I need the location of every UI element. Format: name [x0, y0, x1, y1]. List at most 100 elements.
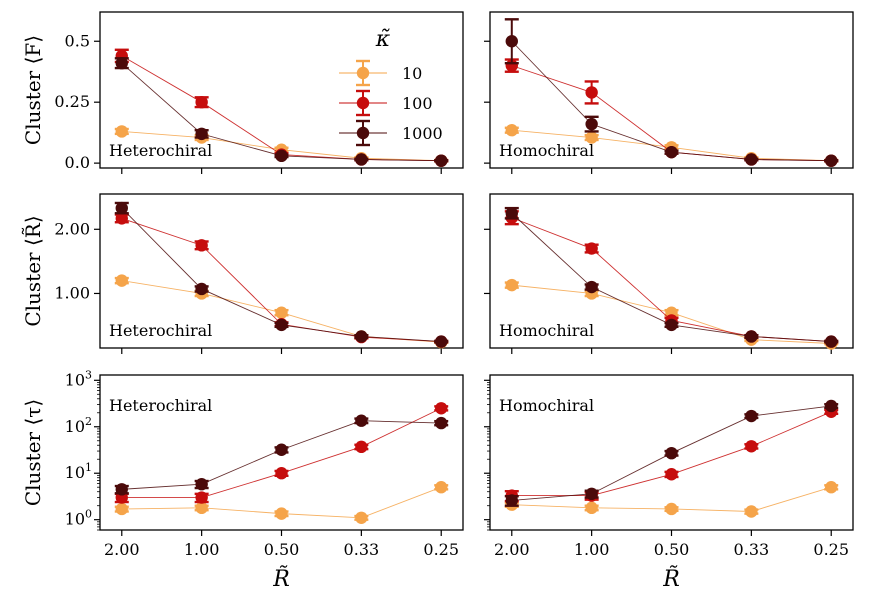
data-point	[275, 467, 288, 480]
series-100	[114, 402, 449, 504]
series-1000	[504, 206, 839, 348]
data-point	[355, 330, 368, 343]
x-axis-label-col-2: R̃	[662, 566, 680, 592]
data-point	[195, 282, 208, 296]
data-point	[275, 318, 288, 332]
data-point	[745, 409, 758, 423]
data-point	[505, 124, 518, 137]
data-point	[435, 481, 448, 494]
legend-label: 1000	[402, 124, 443, 143]
y-tick-label: 103	[65, 368, 92, 389]
panel-r2-c2: Homochiral	[484, 193, 854, 354]
series-1000	[114, 56, 449, 167]
data-point	[505, 278, 518, 292]
data-point	[585, 501, 598, 515]
data-point	[275, 149, 288, 163]
data-point	[355, 153, 368, 166]
x-tick-label: 0.33	[344, 540, 380, 559]
y-axis-label-row-3: Cluster ⟨τ⟩	[21, 399, 45, 506]
series-10	[114, 481, 449, 524]
data-point	[745, 330, 758, 343]
data-point	[275, 306, 288, 319]
data-point	[115, 212, 128, 225]
data-point	[115, 483, 128, 496]
panel-annotation: Heterochiral	[109, 396, 212, 415]
y-tick-label: 0.0	[65, 153, 90, 172]
data-point	[745, 153, 758, 166]
legend-title: κ̃	[375, 27, 391, 52]
panel-annotation: Heterochiral	[109, 321, 212, 340]
y-tick-label: 0.25	[54, 92, 90, 111]
x-tick-label: 0.25	[813, 540, 849, 559]
y-tick-label: 101	[65, 461, 92, 482]
data-point	[435, 416, 448, 430]
x-tick-label: 2.00	[104, 540, 140, 559]
x-tick-label: 2.00	[494, 540, 530, 559]
x-tick-label: 1.00	[184, 540, 220, 559]
panel-r1-c1: 0.0 0.25 0.5 Heterochiral	[54, 11, 464, 174]
data-point	[355, 511, 368, 524]
panel-annotation: Homochiral	[499, 321, 594, 340]
data-point	[745, 440, 758, 453]
data-point	[825, 481, 838, 494]
data-point	[585, 117, 598, 131]
data-point	[355, 414, 368, 427]
data-point	[665, 446, 678, 460]
data-point	[825, 154, 838, 167]
legend-label: 10	[402, 64, 422, 83]
y-tick-label: 2.00	[54, 219, 90, 238]
data-point	[115, 125, 128, 138]
y-tick-label: 0.5	[65, 31, 90, 50]
y-axis-label-row-1: Cluster ⟨F⟩	[21, 35, 45, 145]
data-point	[435, 154, 448, 167]
panel-annotation: Heterochiral	[109, 141, 212, 160]
panel-r1-c2: Homochiral	[484, 11, 854, 174]
data-point	[665, 468, 678, 481]
data-point	[195, 478, 208, 491]
data-point	[435, 402, 448, 415]
data-point	[195, 501, 208, 515]
data-point	[665, 318, 678, 332]
panel-r3-c1: 100 101 102 103 2.00 1.00 0.50 0.33 0.25 Heteroch…	[65, 368, 464, 559]
data-point	[275, 507, 288, 520]
data-point	[825, 399, 838, 413]
x-axis-label-col-1: R̃	[272, 566, 290, 592]
data-point	[585, 86, 598, 99]
data-point	[585, 487, 598, 501]
x-tick-label: 0.50	[654, 540, 690, 559]
data-point	[115, 201, 128, 215]
x-tick-label: 1.00	[574, 540, 610, 559]
data-point	[195, 239, 208, 252]
data-point	[585, 242, 598, 255]
data-point	[585, 280, 598, 294]
series-1000	[504, 18, 839, 167]
data-point	[115, 56, 128, 70]
x-tick-label: 0.33	[734, 540, 770, 559]
y-tick-label: 100	[65, 508, 92, 529]
data-point	[275, 443, 288, 456]
data-point	[355, 440, 368, 454]
x-tick-label: 0.25	[423, 540, 459, 559]
legend-label: 100	[402, 94, 433, 113]
series-1000	[114, 201, 449, 348]
data-point	[585, 131, 598, 144]
y-tick-label: 102	[65, 415, 92, 436]
data-point	[195, 491, 208, 504]
panel-annotation: Homochiral	[499, 141, 594, 160]
series-1000	[114, 414, 449, 496]
data-point	[745, 505, 758, 518]
legend: κ̃ 10 100 1000	[339, 27, 443, 147]
data-point	[665, 502, 678, 516]
data-point	[435, 335, 448, 348]
series-1000	[504, 399, 839, 507]
data-point	[195, 95, 208, 109]
panel-r3-c2: 2.00 1.00 0.50 0.33 0.25 Homochiral	[484, 374, 854, 559]
legend-marker	[356, 66, 370, 80]
x-tick-label: 0.50	[264, 540, 300, 559]
y-tick-label: 1.00	[54, 283, 90, 302]
data-point	[115, 502, 128, 516]
data-point	[505, 207, 518, 220]
legend-marker	[356, 126, 370, 140]
panel-annotation: Homochiral	[499, 396, 594, 415]
